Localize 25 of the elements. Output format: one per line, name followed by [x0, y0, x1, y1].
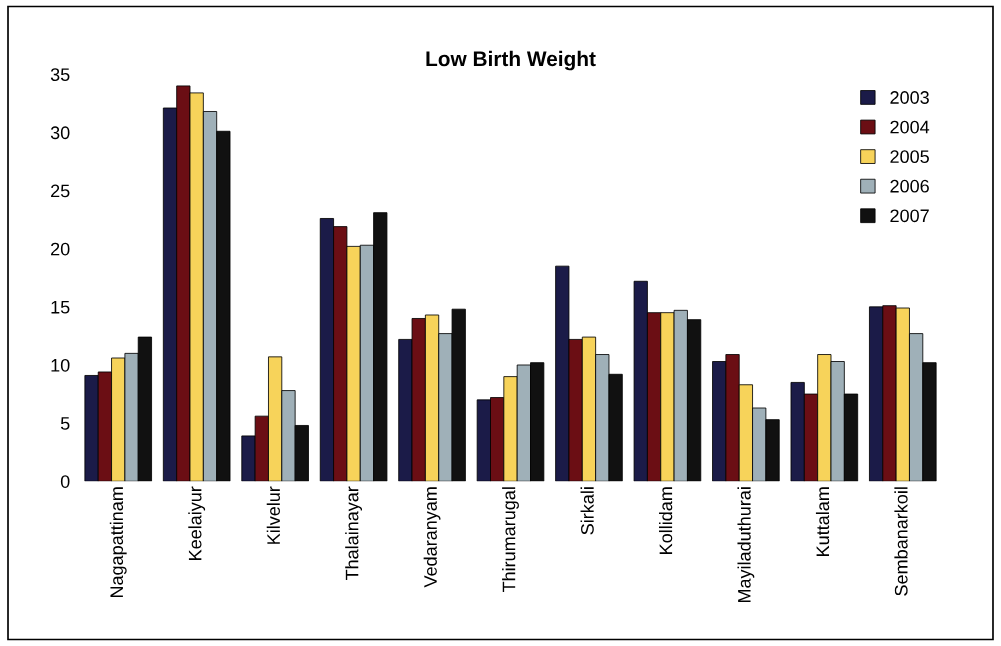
legend-label: 2007: [890, 209, 929, 223]
x-tick-label: Nagapattinam: [109, 487, 127, 598]
legend-label: 2003: [890, 91, 929, 104]
y-tick-label: 0: [60, 475, 70, 488]
legend-label: 2005: [890, 150, 929, 164]
chart-title: Low Birth Weight: [426, 50, 596, 71]
x-tick-label: Mayiladuthurai: [737, 487, 755, 603]
y-tick-label: 5: [60, 417, 70, 430]
x-tick-label: Keelaiyur: [188, 486, 206, 560]
y-tick-label: 15: [51, 300, 70, 314]
x-tick-label: Sirkali: [580, 487, 594, 535]
legend-label: 2004: [890, 120, 930, 134]
x-tick-label: Thalainayar: [345, 486, 363, 581]
x-tick-label: Kollidam: [659, 487, 673, 554]
x-tick-label: Kuttalam: [815, 487, 830, 556]
x-tick-label: Sembanarkoil: [894, 487, 908, 596]
x-tick-label: Vedaranyam: [423, 487, 441, 588]
legend-label: 2006: [890, 179, 929, 193]
x-tick-label: Kilvelur: [266, 486, 280, 544]
y-tick-label: 30: [50, 126, 70, 140]
x-tick-label: Thirumarugal: [502, 487, 519, 593]
y-tick-label: 35: [50, 68, 70, 82]
y-tick-label: 10: [51, 358, 70, 372]
y-tick-label: 25: [51, 184, 70, 198]
y-tick-label: 20: [51, 242, 70, 256]
